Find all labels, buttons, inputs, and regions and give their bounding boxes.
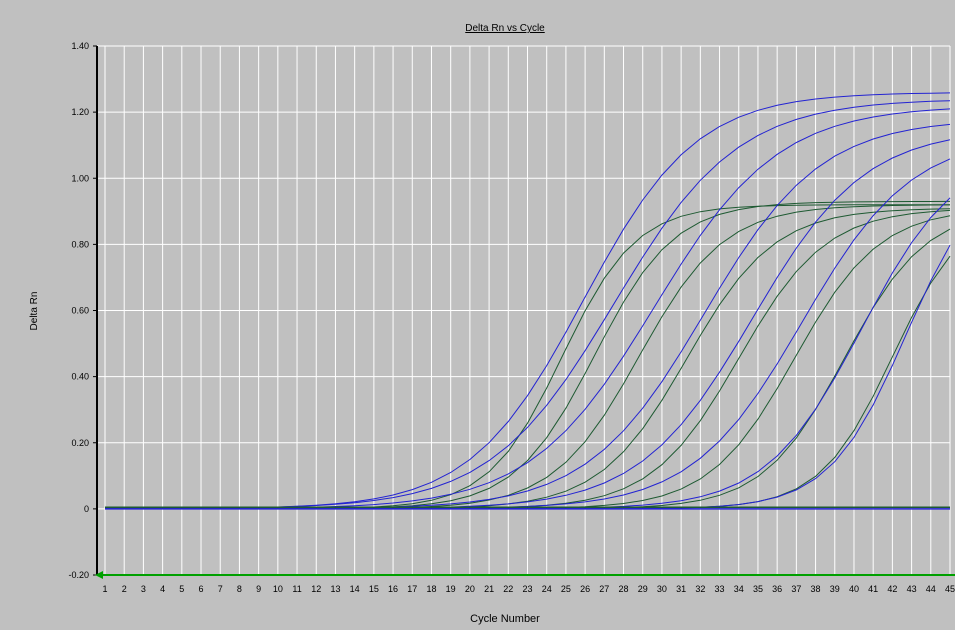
y-tick-label: -0.20: [68, 570, 89, 580]
x-tick-label: 12: [311, 584, 321, 594]
y-tick-label: 0.60: [71, 306, 89, 316]
y-tick-label: 0.40: [71, 372, 89, 382]
x-tick-label: 38: [811, 584, 821, 594]
y-tick-label: 0.80: [71, 239, 89, 249]
x-tick-label: 3: [141, 584, 146, 594]
x-tick-label: 8: [237, 584, 242, 594]
x-tick-label: 27: [599, 584, 609, 594]
x-tick-label: 22: [503, 584, 513, 594]
x-tick-label: 32: [695, 584, 705, 594]
grid-layer: [97, 45, 951, 575]
x-tick-label: 44: [926, 584, 936, 594]
x-tick-label: 11: [292, 584, 301, 594]
x-tick-label: 43: [907, 584, 917, 594]
x-tick-label: 4: [160, 584, 165, 594]
y-axis-label: Delta Rn: [29, 292, 40, 331]
x-tick-label: 20: [465, 584, 475, 594]
y-tick-label: 0.20: [71, 438, 89, 448]
x-tick-label: 37: [791, 584, 801, 594]
x-tick-label: 21: [484, 584, 494, 594]
x-tick-label: 14: [350, 584, 360, 594]
x-tick-label: 23: [522, 584, 532, 594]
x-tick-label: 26: [580, 584, 590, 594]
x-tick-label: 13: [330, 584, 340, 594]
baseline-arrow-icon: [95, 571, 103, 579]
x-tick-label: 33: [715, 584, 725, 594]
x-tick-label: 15: [369, 584, 379, 594]
x-tick-label: 30: [657, 584, 667, 594]
x-tick-label: 2: [122, 584, 127, 594]
x-axis-label: Cycle Number: [470, 613, 540, 625]
x-tick-label: 9: [256, 584, 261, 594]
y-tick-label: 1.00: [71, 173, 89, 183]
x-tick-label: 18: [426, 584, 436, 594]
x-tick-label: 40: [849, 584, 859, 594]
x-tick-label: 34: [734, 584, 744, 594]
x-tick-label: 5: [179, 584, 184, 594]
x-tick-label: 29: [638, 584, 648, 594]
x-tick-label: 1: [102, 584, 107, 594]
x-tick-label: 6: [199, 584, 204, 594]
y-tick-label: 1.40: [71, 41, 89, 51]
x-tick-label: 35: [753, 584, 763, 594]
x-tick-label: 42: [887, 584, 897, 594]
x-tick-label: 10: [273, 584, 283, 594]
x-tick-label: 36: [772, 584, 782, 594]
x-tick-label: 41: [868, 584, 878, 594]
chart-title: Delta Rn vs Cycle: [465, 23, 545, 34]
y-tick-label: 0: [84, 504, 89, 514]
x-tick-label: 24: [542, 584, 552, 594]
x-tick-label: 39: [830, 584, 840, 594]
x-tick-label: 31: [676, 584, 686, 594]
x-tick-label: 17: [407, 584, 417, 594]
x-tick-label: 45: [945, 584, 955, 594]
x-tick-label: 19: [446, 584, 456, 594]
x-tick-label: 16: [388, 584, 398, 594]
x-tick-label: 28: [619, 584, 629, 594]
series-layer: [104, 92, 951, 510]
x-tick-label: 7: [218, 584, 223, 594]
x-tick-label: 25: [561, 584, 571, 594]
y-tick-label: 1.20: [71, 107, 89, 117]
axis-layer: [93, 45, 955, 579]
